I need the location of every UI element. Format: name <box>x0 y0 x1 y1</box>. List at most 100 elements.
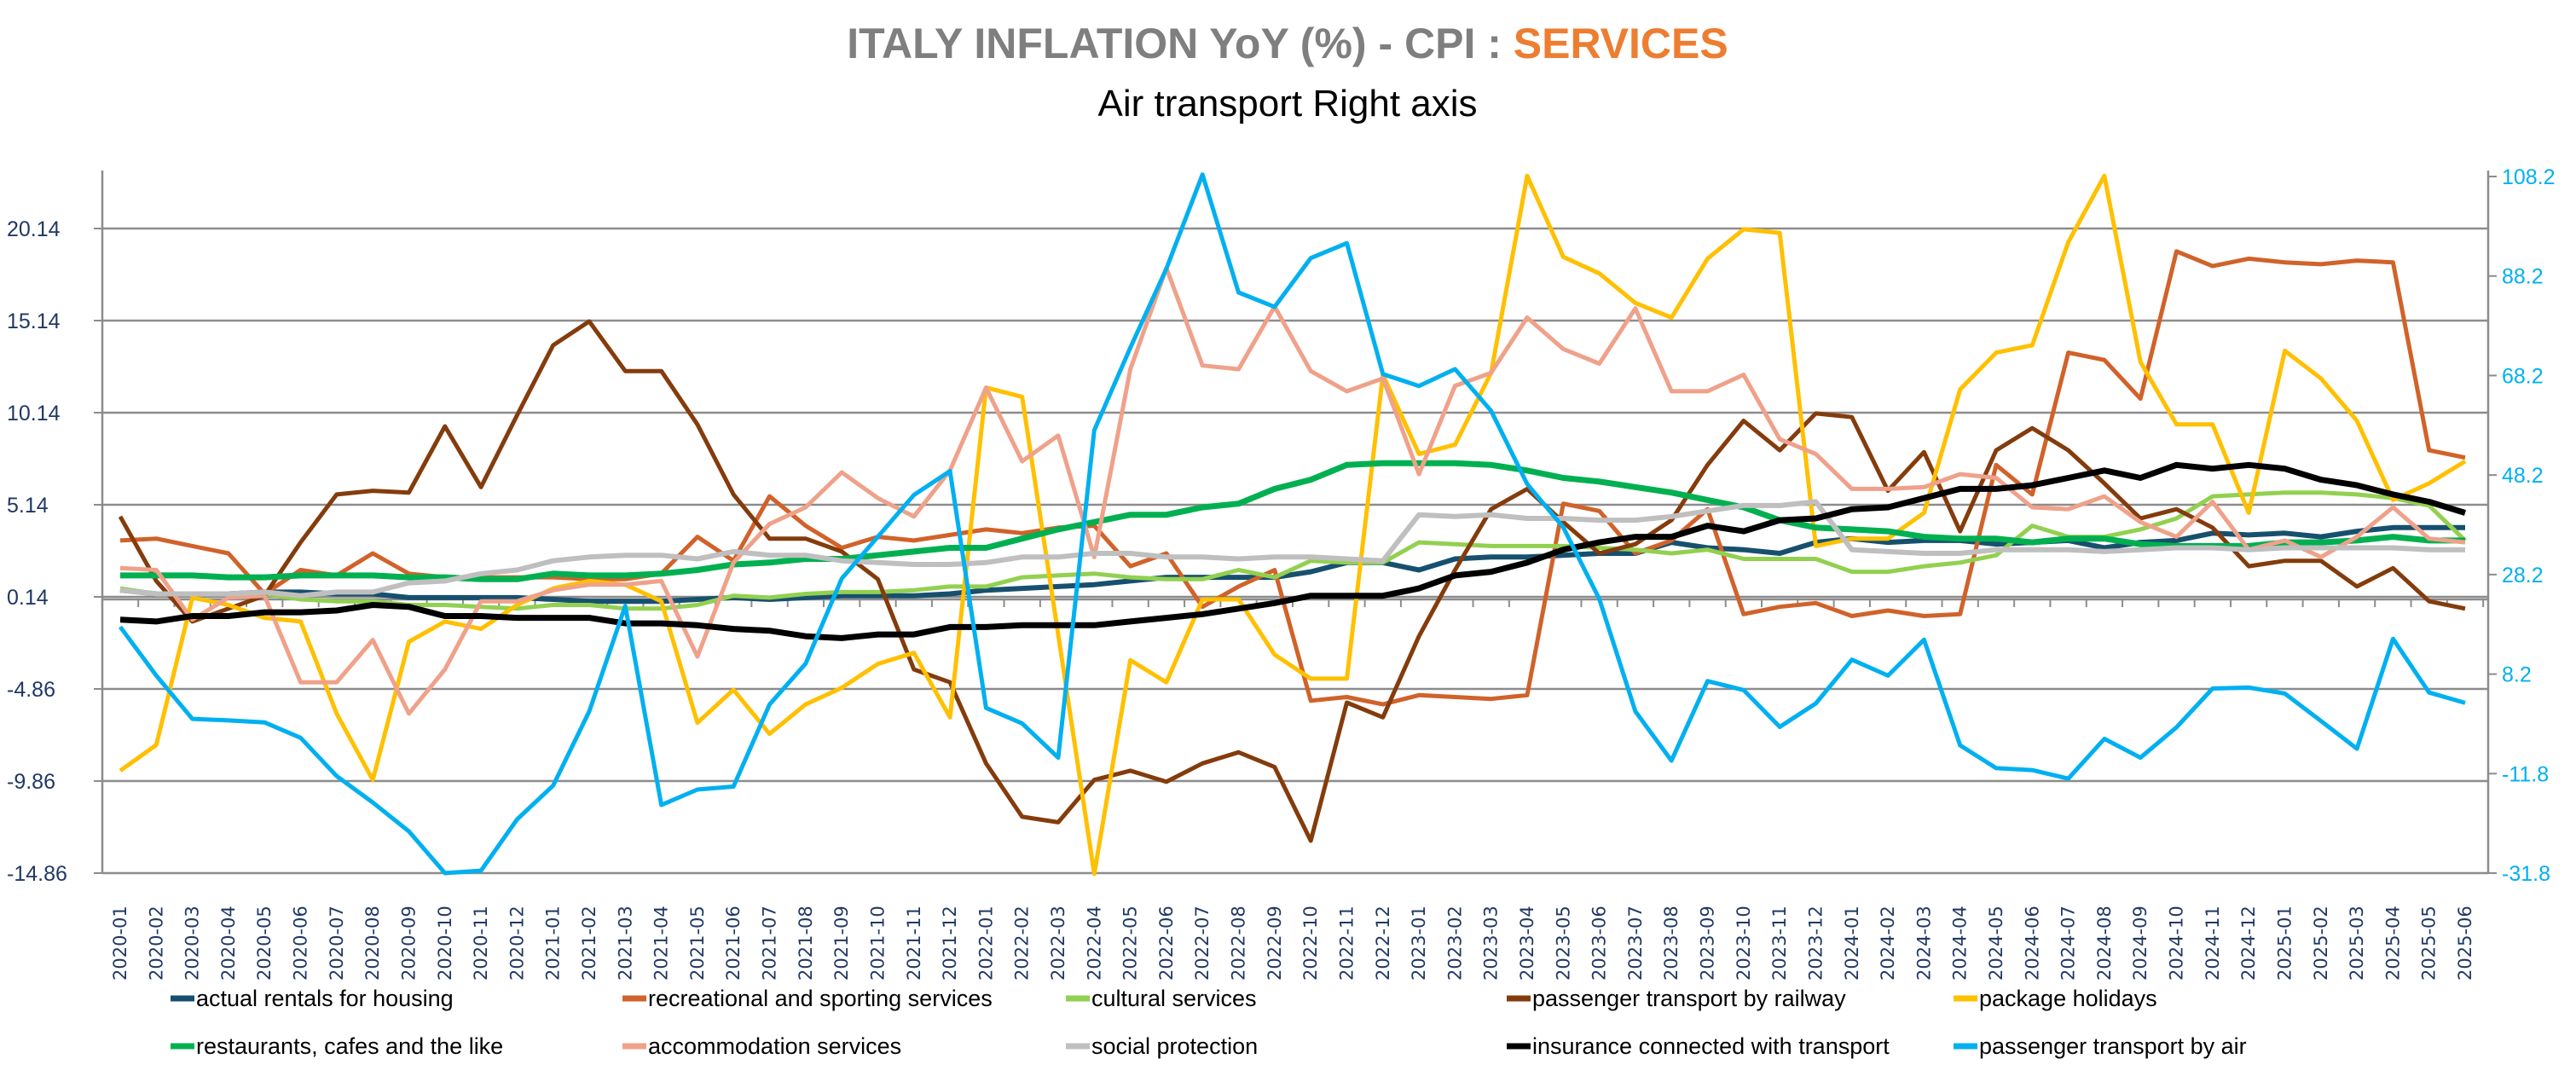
x-axis-tick-label: 2020-09 <box>398 906 419 981</box>
series-passenger-transport-by-air <box>118 172 2466 876</box>
x-axis-tick-label: 2021-09 <box>831 906 852 981</box>
x-axis-tick-label: 2023-09 <box>1698 906 1718 981</box>
x-axis-tick-label: 2025-02 <box>2311 906 2331 981</box>
x-axis-tick-label: 2023-12 <box>1805 906 1826 981</box>
left-axis-tick-label: 20.14 <box>7 217 61 241</box>
legend-item: cultural services <box>1066 986 1257 1011</box>
x-axis-tick-label: 2023-06 <box>1589 906 1610 981</box>
series-insurance-connected-with-transport <box>119 461 2467 641</box>
series-line <box>120 460 2465 582</box>
x-axis-tick-label: 2024-10 <box>2167 906 2187 981</box>
x-axis-labels: 2020-01 2020-02 2020-03 2020-04 2020-05 2020-… <box>110 906 2475 981</box>
right-axis-tick-label: -31.8 <box>2502 862 2550 886</box>
x-axis-tick-label: 2023-05 <box>1553 906 1573 981</box>
x-axis-tick-label: 2020-04 <box>218 906 239 981</box>
legend-item: package holidays <box>1954 986 2157 1011</box>
x-axis-tick-label: 2023-02 <box>1444 906 1465 981</box>
x-axis-tick-label: 2022-09 <box>1265 906 1285 981</box>
x-axis-tick-label: 2020-12 <box>507 906 527 981</box>
x-axis-tick-label: 2020-02 <box>146 906 166 981</box>
x-axis-tick-label: 2025-04 <box>2382 906 2403 981</box>
x-axis-tick-label: 2020-11 <box>471 906 491 981</box>
right-axis-tick-label: -11.8 <box>2502 762 2549 786</box>
x-axis-tick-label: 2021-10 <box>867 906 888 981</box>
x-axis-tick-label: 2022-03 <box>1048 906 1068 981</box>
left-axis-tick-label: 10.14 <box>7 402 61 425</box>
series-line <box>119 461 2467 641</box>
legend-item: restaurants, cafes and the like <box>171 1033 503 1059</box>
x-axis-tick-label: 2021-02 <box>579 906 599 981</box>
x-axis-tick-label: 2020-08 <box>362 906 383 981</box>
x-axis-tick-label: 2024-08 <box>2094 906 2115 981</box>
left-axis-tick-label: -4.86 <box>7 678 55 702</box>
legend-label: insurance connected with transport <box>1532 1033 1890 1059</box>
legend-item: actual rentals for housing <box>171 986 454 1011</box>
x-axis-tick-label: 2020-07 <box>327 906 347 981</box>
series-line <box>119 173 2467 877</box>
x-axis-tick-label: 2024-06 <box>2022 906 2042 981</box>
x-axis-tick-label: 2021-01 <box>543 906 564 981</box>
x-axis-tick-label: 2022-04 <box>1084 906 1104 981</box>
x-axis-tick-label: 2023-10 <box>1734 906 1754 981</box>
right-axis-tick-label: 108.2 <box>2502 165 2556 189</box>
x-axis-tick-label: 2024-11 <box>2203 906 2223 981</box>
x-axis-tick-label: 2020-06 <box>291 906 311 981</box>
chart-title-main: ITALY INFLATION YoY (%) - CPI : <box>847 20 1514 67</box>
x-axis-tick-label: 2024-02 <box>1878 906 1898 981</box>
legend-label: restaurants, cafes and the like <box>196 1033 503 1059</box>
x-axis-tick-label: 2024-07 <box>2058 906 2079 981</box>
x-axis-tick-label: 2020-03 <box>182 906 203 981</box>
series-accommodation-services <box>119 265 2466 716</box>
series-restaurants-cafes-and-the-like <box>119 460 2466 582</box>
x-axis-tick-label: 2020-01 <box>110 906 130 981</box>
x-axis-tick-label: 2023-11 <box>1769 906 1790 981</box>
left-axis-tick-label: 15.14 <box>7 310 61 333</box>
series-line <box>119 265 2466 716</box>
x-axis-tick-label: 2022-10 <box>1300 906 1321 981</box>
x-axis-tick-label: 2023-08 <box>1661 906 1682 981</box>
left-axis-tick-label: 0.14 <box>7 586 49 610</box>
series-line <box>119 249 2466 707</box>
right-axis-tick-label: 88.2 <box>2502 265 2544 289</box>
x-axis-tick-label: 2021-06 <box>723 906 744 981</box>
x-axis-tick-label: 2022-01 <box>975 906 996 981</box>
x-axis-tick-label: 2022-02 <box>1012 906 1033 981</box>
x-axis-tick-label: 2023-01 <box>1409 906 1429 981</box>
series-line <box>119 499 2465 599</box>
chart-title: ITALY INFLATION YoY (%) - CPI : SERVICES <box>847 20 1728 67</box>
x-axis-tick-label: 2024-05 <box>1986 906 2006 981</box>
legend-item: passenger transport by air <box>1954 1033 2247 1059</box>
series-line <box>118 319 2466 843</box>
x-axis-tick-label: 2021-11 <box>904 906 924 981</box>
left-axis-labels: 20.14 15.14 10.14 5.14 0.14 -4.86 -9.86 -14.86 <box>7 217 67 886</box>
x-axis-tick-label: 2025-05 <box>2419 906 2440 981</box>
x-axis-tick-label: 2024-09 <box>2130 906 2151 981</box>
x-axis-tick-label: 2022-11 <box>1336 906 1357 981</box>
x-axis-tick-label: 2025-06 <box>2455 906 2475 981</box>
legend-label: actual rentals for housing <box>196 986 454 1011</box>
legend-label: recreational and sporting services <box>648 986 993 1011</box>
x-axis-tick-label: 2024-01 <box>1842 906 1862 981</box>
chart-title-highlight: SERVICES <box>1514 20 1728 67</box>
legend-item: social protection <box>1066 1033 1258 1059</box>
legend-label: cultural services <box>1091 986 1257 1011</box>
x-axis-tick-label: 2022-08 <box>1229 906 1249 981</box>
left-axis-tick-label: 5.14 <box>7 494 49 518</box>
legend-item: passenger transport by railway <box>1507 986 1846 1011</box>
x-axis-tick-label: 2025-01 <box>2274 906 2295 981</box>
legend-label: social protection <box>1091 1033 1258 1059</box>
x-axis-tick-label: 2021-12 <box>940 906 960 981</box>
x-axis-tick-label: 2024-03 <box>1913 906 1934 981</box>
x-axis-tick-label: 2021-03 <box>615 906 635 981</box>
x-axis-tick-label: 2021-05 <box>687 906 708 981</box>
right-axis-labels: 108.2 88.2 68.2 48.2 28.2 8.2 -11.8 -31.8 <box>2502 165 2556 886</box>
right-axis-tick-label: 28.2 <box>2502 564 2544 587</box>
x-axis-tick-label: 2023-07 <box>1625 906 1646 981</box>
x-axis-tick-label: 2025-03 <box>2347 906 2367 981</box>
legend-item: insurance connected with transport <box>1507 1033 1890 1059</box>
x-axis-tick-label: 2024-12 <box>2238 906 2259 981</box>
right-axis-tick-label: 68.2 <box>2502 364 2544 388</box>
x-axis-tick-label: 2020-05 <box>254 906 275 981</box>
x-axis-tick-label: 2024-04 <box>1950 906 1971 981</box>
legend-item: accommodation services <box>622 1033 901 1059</box>
